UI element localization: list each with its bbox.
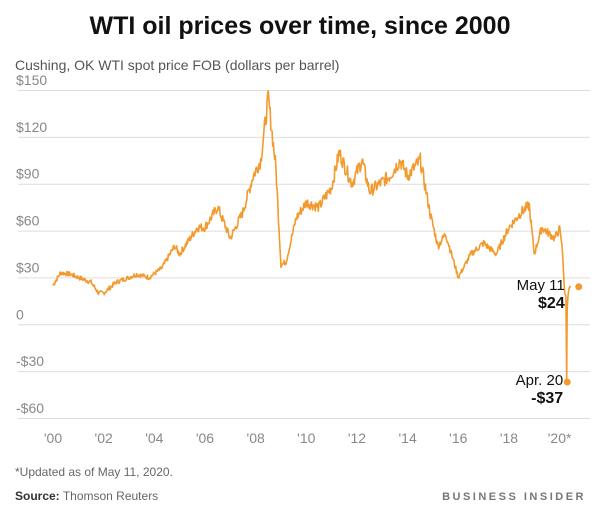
y-tick-label: 0: [16, 306, 24, 322]
price-series: [52, 89, 572, 383]
x-tick-label: '10: [297, 430, 315, 446]
source-label: Source:: [15, 489, 60, 503]
grid-lines: [18, 90, 590, 419]
x-tick-label: '18: [500, 430, 518, 446]
y-tick-label: $150: [16, 72, 47, 88]
chart-subtitle: Cushing, OK WTI spot price FOB (dollars …: [15, 57, 340, 73]
y-axis-ticks: $150 $120 $90 $60 $30 0 -$30 -$60: [16, 72, 47, 416]
chart-title: WTI oil prices over time, since 2000: [89, 12, 511, 40]
x-tick-label: '06: [196, 430, 214, 446]
x-tick-label: '20*: [548, 430, 572, 446]
annotation-point: [563, 378, 571, 386]
y-tick-label: $60: [16, 213, 40, 229]
x-tick-label: '16: [449, 430, 467, 446]
source-value: Thomson Reuters: [62, 489, 159, 503]
annotations: May 11$24 Apr. 20-$37: [516, 277, 583, 407]
source-line: Source: Thomson Reuters: [15, 489, 158, 503]
footnote: *Updated as of May 11, 2020.: [15, 465, 173, 479]
annotation-value-label: $24: [538, 295, 565, 312]
annotation-value-label: -$37: [531, 390, 563, 407]
wti-price-line: [52, 89, 572, 383]
y-tick-label: $120: [16, 119, 47, 135]
x-tick-label: '00: [44, 430, 62, 446]
annotation-date-label: Apr. 20: [516, 372, 564, 389]
brand-logo-text: BUSINESS INSIDER: [442, 491, 586, 503]
y-tick-label: -$60: [16, 400, 44, 416]
annotation-date-label: May 11: [517, 277, 565, 294]
y-tick-label: $30: [16, 259, 40, 275]
x-tick-label: '02: [95, 430, 113, 446]
x-tick-label: '14: [398, 430, 416, 446]
y-tick-label: $90: [16, 166, 40, 182]
y-tick-label: -$30: [16, 353, 44, 369]
wti-line-chart: $150$120$90$60$300-$30-$60 '00'02'04'06 '…: [16, 72, 590, 446]
annotation-point: [575, 283, 583, 291]
x-axis-ticks: '00 '02 '04 '06 '08 '10 '12 '14 '16 '18 '20*: [44, 430, 572, 446]
x-tick-label: '08: [247, 430, 265, 446]
x-tick-label: '12: [348, 430, 366, 446]
x-tick-label: '04: [145, 430, 163, 446]
